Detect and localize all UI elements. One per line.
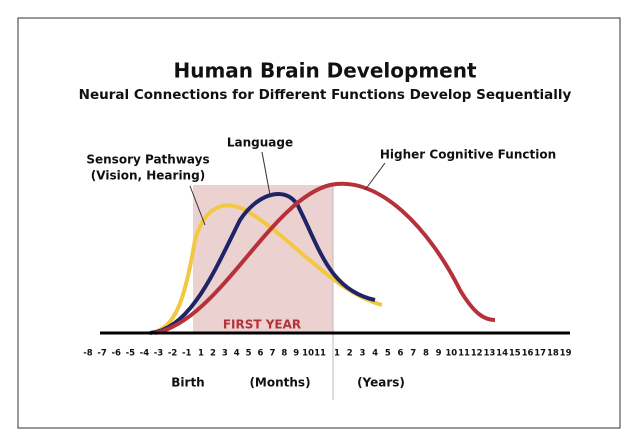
tick-label: 2 bbox=[347, 349, 353, 359]
months-label: (Months) bbox=[249, 376, 310, 390]
tick-label: -6 bbox=[111, 349, 121, 359]
cognitive-label: Higher Cognitive Function bbox=[380, 148, 556, 162]
tick-label: 11 bbox=[314, 349, 326, 359]
birth-label: Birth bbox=[171, 376, 204, 390]
tick-label: 9 bbox=[436, 349, 442, 359]
tick-label: -3 bbox=[154, 349, 164, 359]
subtitle: Neural Connections for Different Functio… bbox=[79, 87, 572, 103]
tick-label: 1 bbox=[334, 349, 340, 359]
tick-label: 14 bbox=[496, 349, 508, 359]
tick-label: 8 bbox=[423, 349, 429, 359]
tick-label: -7 bbox=[97, 349, 107, 359]
tick-label: 10 bbox=[445, 349, 457, 359]
tick-label: 13 bbox=[483, 349, 495, 359]
tick-label: 5 bbox=[246, 349, 252, 359]
tick-label: 3 bbox=[222, 349, 228, 359]
tick-label: 12 bbox=[471, 349, 483, 359]
tick-label: -1 bbox=[182, 349, 192, 359]
tick-label: 6 bbox=[398, 349, 404, 359]
tick-label: 2 bbox=[210, 349, 216, 359]
tick-label: 4 bbox=[372, 349, 378, 359]
tick-label: 8 bbox=[281, 349, 287, 359]
pointer bbox=[189, 185, 206, 226]
tick-label: 9 bbox=[293, 349, 299, 359]
sensory-label: Sensory Pathways bbox=[86, 153, 209, 167]
tick-label: -8 bbox=[83, 349, 93, 359]
pointer bbox=[364, 162, 386, 191]
tick-label: 1 bbox=[198, 349, 204, 359]
tick-label: -4 bbox=[140, 349, 150, 359]
tick-label: 7 bbox=[410, 349, 416, 359]
language-curve bbox=[149, 192, 376, 335]
language-label: Language bbox=[227, 136, 293, 150]
tick-label: -2 bbox=[168, 349, 178, 359]
tick-label: 3 bbox=[359, 349, 365, 359]
tick-label: 19 bbox=[560, 349, 572, 359]
tick-label: 7 bbox=[269, 349, 275, 359]
years-label: (Years) bbox=[357, 376, 405, 390]
tick-label: 16 bbox=[522, 349, 534, 359]
tick-label: 18 bbox=[547, 349, 559, 359]
cognitive-curve bbox=[154, 181, 496, 335]
tick-label: 5 bbox=[385, 349, 391, 359]
title: Human Brain Development bbox=[173, 59, 476, 83]
tick-label: 6 bbox=[258, 349, 264, 359]
first-year-label: FIRST YEAR bbox=[223, 318, 301, 332]
sensory-label: (Vision, Hearing) bbox=[91, 169, 205, 183]
tick-label: 15 bbox=[509, 349, 521, 359]
pointer bbox=[261, 151, 271, 196]
sensory-curve bbox=[149, 203, 383, 335]
tick-label: -5 bbox=[126, 349, 136, 359]
tick-label: 17 bbox=[534, 349, 546, 359]
tick-label: 11 bbox=[458, 349, 470, 359]
tick-label: 4 bbox=[234, 349, 240, 359]
tick-label: 10 bbox=[302, 349, 314, 359]
